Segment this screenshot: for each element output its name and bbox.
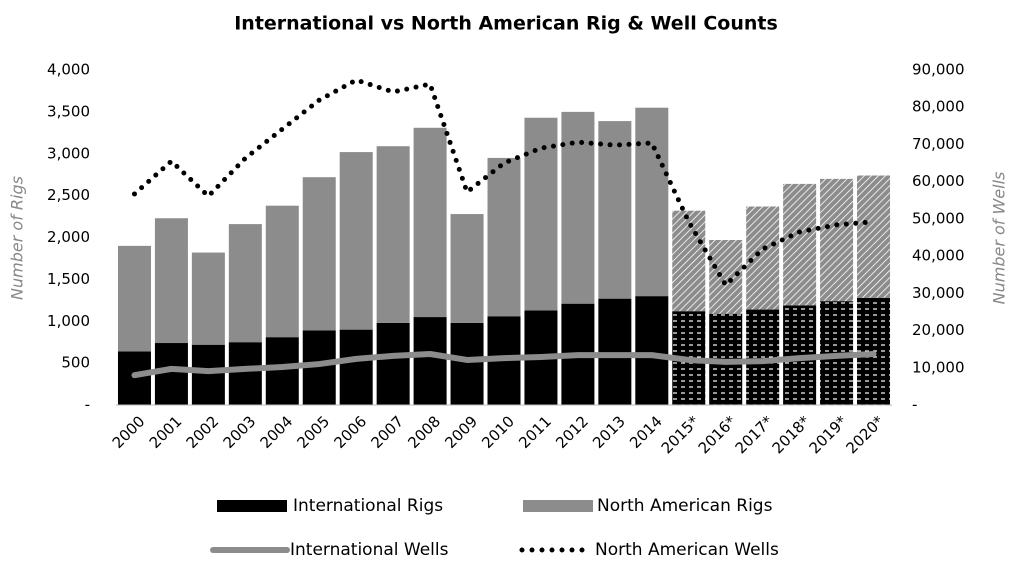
y2-tick-label: 20,000 (912, 321, 965, 339)
bar (265, 205, 299, 338)
legend-label: North American Wells (595, 540, 779, 560)
bar (450, 214, 484, 323)
y2-tick-label: 70,000 (912, 135, 965, 153)
y2-tick-label: 80,000 (912, 98, 965, 116)
x-tick-label: 2010 (478, 412, 518, 452)
x-tick-label: 2000 (109, 412, 149, 452)
y-tick-label: 500 (61, 354, 90, 372)
x-tick-label: 2015* (658, 412, 703, 457)
bar (709, 240, 743, 314)
x-tick-label: 2003 (220, 412, 260, 452)
bar (524, 117, 558, 311)
x-tick-label: 2011 (515, 412, 555, 452)
x-tick-label: 2005 (294, 412, 334, 452)
y-tick-label: 2,500 (47, 186, 90, 204)
bar (635, 107, 669, 297)
bar (339, 152, 373, 330)
x-tick-label: 2012 (552, 412, 592, 452)
x-tick-label: 2009 (441, 412, 481, 452)
y2-tick-label: - (912, 396, 917, 414)
y-axis-label: Number of Rigs (8, 176, 27, 300)
x-tick-label: 2007 (367, 412, 407, 452)
bar (820, 178, 854, 302)
x-tick-label: 2017* (732, 412, 777, 457)
bar (302, 177, 336, 331)
y2-tick-label: 50,000 (912, 209, 965, 227)
x-tick-label: 2019* (806, 412, 851, 457)
bar (117, 245, 151, 352)
y-tick-label: 1,500 (47, 270, 90, 288)
line (131, 351, 877, 379)
chart-title: International vs North American Rig & We… (234, 13, 778, 35)
y-tick-label: 1,000 (47, 312, 90, 330)
bar (561, 111, 595, 304)
y2-tick-label: 10,000 (912, 358, 965, 376)
bar (857, 175, 891, 298)
x-tick-label: 2004 (257, 412, 297, 452)
bar (228, 342, 262, 405)
bar (635, 296, 669, 405)
y2-tick-label: 40,000 (912, 247, 965, 265)
y2-tick-label: 30,000 (912, 284, 965, 302)
bar (598, 121, 632, 299)
legend-swatch (217, 500, 287, 512)
bar (228, 224, 262, 343)
x-tick-label: 2006 (330, 412, 370, 452)
bar (154, 343, 188, 405)
bar (413, 127, 447, 318)
bar (413, 317, 447, 405)
x-tick-label: 2020* (843, 412, 888, 457)
y2-axis-label: Number of Wells (990, 172, 1009, 305)
bar (191, 252, 225, 345)
bar (598, 298, 632, 405)
bar (672, 210, 706, 312)
x-tick-label: 2008 (404, 412, 444, 452)
y-tick-label: 2,000 (47, 228, 90, 246)
bar (191, 344, 225, 405)
line (131, 77, 877, 288)
y-tick-label: 3,500 (47, 102, 90, 120)
legend-label: International Wells (290, 540, 449, 560)
bar (450, 322, 484, 405)
x-tick-label: 2002 (183, 412, 223, 452)
y-tick-label: - (85, 396, 90, 414)
bar (376, 146, 410, 323)
legend-label: North American Rigs (597, 496, 773, 516)
y2-tick-label: 90,000 (912, 61, 965, 79)
legend-label: International Rigs (293, 496, 443, 516)
bar (265, 337, 299, 405)
y-tick-label: 3,000 (47, 144, 90, 162)
bar (783, 183, 817, 306)
y2-tick-label: 60,000 (912, 172, 965, 190)
x-tick-label: 2001 (146, 412, 186, 452)
y-tick-label: 4,000 (47, 61, 90, 79)
bar (154, 218, 188, 344)
x-tick-label: 2016* (695, 412, 740, 457)
bar (487, 157, 521, 317)
x-tick-label: 2018* (769, 412, 814, 457)
bar (746, 206, 780, 310)
x-tick-label: 2013 (589, 412, 629, 452)
legend-swatch (523, 500, 593, 512)
bar (376, 322, 410, 405)
bar (339, 329, 373, 405)
